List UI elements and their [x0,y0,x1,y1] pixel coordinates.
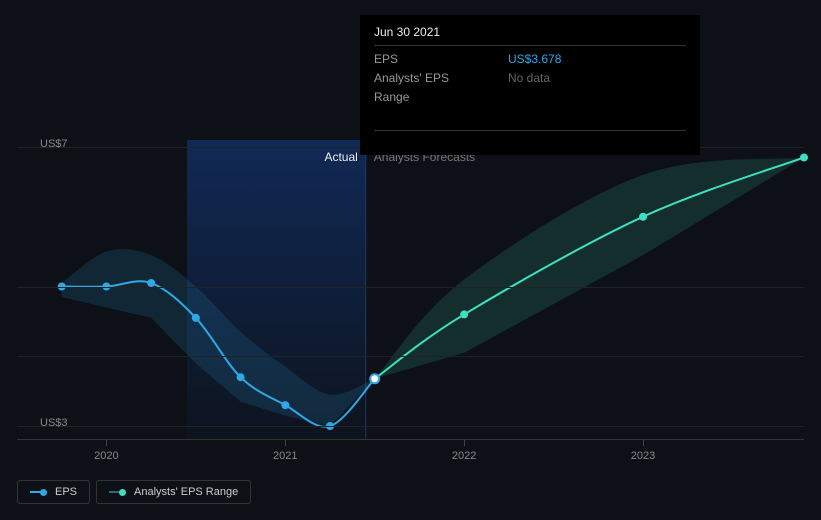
gridline [17,356,804,357]
legend-swatch-icon [109,489,126,496]
x-tick [285,440,286,446]
eps-marker [192,314,200,322]
eps-marker [639,213,647,221]
legend-label: EPS [55,486,77,498]
chart-legend: EPS Analysts' EPS Range [17,480,251,504]
y-axis-label: US$7 [40,138,68,150]
x-axis-label: 2022 [452,450,476,462]
eps-chart-container: Jun 30 2021 EPSUS$3.678Analysts' EPS Ran… [0,0,821,520]
eps-marker [281,401,289,409]
tooltip-value: US$3.678 [508,50,561,69]
x-axis-label: 2020 [94,450,118,462]
legend-item[interactable]: Analysts' EPS Range [96,480,251,504]
x-axis-label: 2023 [631,450,655,462]
chart-svg [17,140,804,440]
x-axis-line [17,439,804,440]
tooltip-row: EPS US$3.678 [374,50,686,69]
tooltip-key: Analysts' EPS Range [374,69,484,107]
eps-marker [800,153,808,161]
chart-plot-area[interactable]: US$3US$72020202120222023ActualAnalysts F… [17,140,804,440]
legend-item[interactable]: EPS [17,480,90,504]
chart-tooltip: Jun 30 2021 EPSUS$3.678Analysts' EPS Ran… [360,15,700,155]
tooltip-title: Jun 30 2021 [374,25,686,39]
x-axis-label: 2021 [273,450,297,462]
x-tick [643,440,644,446]
gridline [17,426,804,427]
x-tick [464,440,465,446]
y-axis-label: US$3 [40,417,68,429]
eps-marker [460,310,468,318]
tooltip-value: No data [508,69,550,107]
legend-swatch-icon [30,489,47,496]
gridline [17,287,804,288]
highlight-marker [370,374,379,383]
eps-marker [237,373,245,381]
x-tick [106,440,107,446]
region-label-actual: Actual [324,150,357,164]
eps-range-forecast [375,157,804,378]
tooltip-row: Analysts' EPS Range No data [374,69,686,107]
tooltip-key: EPS [374,50,484,69]
legend-label: Analysts' EPS Range [134,486,238,498]
